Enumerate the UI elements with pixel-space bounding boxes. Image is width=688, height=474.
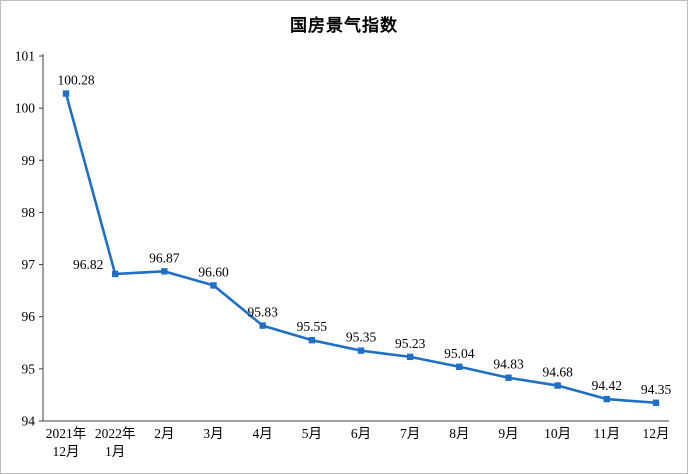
svg-text:9月: 9月: [498, 426, 518, 441]
svg-text:94.35: 94.35: [641, 382, 672, 397]
svg-text:96.82: 96.82: [73, 257, 103, 272]
svg-text:8月: 8月: [449, 426, 469, 441]
svg-text:3月: 3月: [203, 426, 223, 441]
svg-text:94.83: 94.83: [493, 357, 524, 372]
svg-text:95: 95: [22, 361, 36, 376]
svg-text:96.87: 96.87: [149, 250, 180, 265]
svg-text:4月: 4月: [253, 426, 273, 441]
svg-text:95.55: 95.55: [297, 319, 328, 334]
svg-text:2022年: 2022年: [95, 426, 136, 441]
chart-title: 国房景气指数: [290, 16, 398, 35]
svg-text:6月: 6月: [351, 426, 371, 441]
svg-text:95.83: 95.83: [247, 305, 278, 320]
svg-text:99: 99: [22, 153, 36, 168]
svg-text:94.42: 94.42: [592, 378, 622, 393]
svg-text:7月: 7月: [400, 426, 420, 441]
svg-text:100.28: 100.28: [57, 73, 94, 88]
svg-text:11月: 11月: [594, 426, 621, 441]
svg-text:96.60: 96.60: [198, 264, 229, 279]
svg-text:101: 101: [15, 49, 35, 64]
svg-text:2021年: 2021年: [46, 426, 87, 441]
svg-text:12月: 12月: [53, 444, 80, 459]
svg-text:5月: 5月: [302, 426, 322, 441]
svg-text:94: 94: [22, 414, 36, 429]
svg-text:95.35: 95.35: [346, 330, 377, 345]
svg-text:10月: 10月: [544, 426, 571, 441]
svg-text:96: 96: [22, 309, 36, 324]
svg-text:12月: 12月: [643, 426, 670, 441]
svg-text:2月: 2月: [154, 426, 174, 441]
svg-text:94.68: 94.68: [542, 365, 573, 380]
svg-text:1月: 1月: [105, 444, 125, 459]
svg-text:97: 97: [22, 257, 36, 272]
svg-text:95.23: 95.23: [395, 336, 426, 351]
svg-text:100: 100: [15, 101, 36, 116]
svg-text:98: 98: [22, 205, 36, 220]
svg-text:95.04: 95.04: [444, 346, 475, 361]
